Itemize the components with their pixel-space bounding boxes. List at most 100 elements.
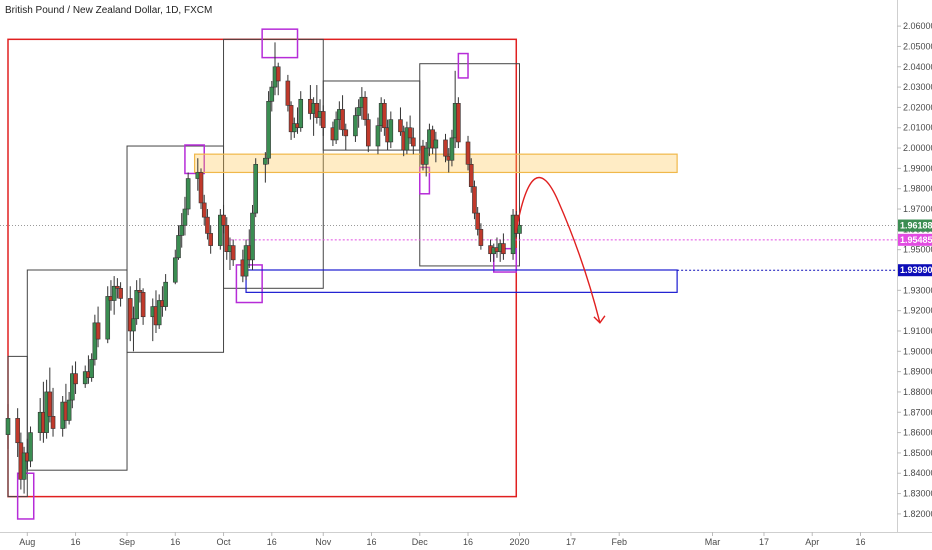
candle-body bbox=[47, 391, 53, 417]
time-tick-label: 17 bbox=[566, 537, 576, 547]
price-tick-label: 2.04000 bbox=[903, 62, 932, 72]
time-tick-label: 16 bbox=[71, 537, 81, 547]
candle-body bbox=[230, 245, 236, 261]
candle-body bbox=[111, 285, 117, 301]
candle-body bbox=[314, 103, 320, 118]
candle-body bbox=[388, 119, 394, 143]
candle-body bbox=[320, 111, 326, 129]
candle-body bbox=[89, 359, 94, 379]
candle-body bbox=[127, 298, 133, 332]
time-tick-label: Sep bbox=[119, 537, 135, 547]
candle-body bbox=[430, 129, 435, 149]
price-tick-label: 1.89000 bbox=[903, 367, 932, 377]
candle-body bbox=[362, 96, 368, 120]
candle-body bbox=[356, 107, 361, 116]
drawing-rectangle[interactable] bbox=[261, 28, 299, 59]
candle-body bbox=[185, 178, 191, 210]
price-badge bbox=[898, 264, 932, 277]
candle-body bbox=[95, 322, 101, 340]
drawing-rectangle[interactable] bbox=[457, 52, 469, 79]
candle-body bbox=[15, 418, 20, 444]
candle-body bbox=[298, 98, 304, 129]
price-tick-label: 1.99000 bbox=[903, 163, 932, 173]
candle-body bbox=[465, 141, 471, 165]
price-tick-label: 1.91000 bbox=[903, 326, 932, 336]
candle-body bbox=[205, 216, 210, 234]
candle-body bbox=[433, 139, 439, 149]
candle-body bbox=[468, 164, 474, 187]
candle-body bbox=[21, 452, 27, 480]
projection-path[interactable] bbox=[515, 177, 601, 324]
time-tick-label: Dec bbox=[412, 537, 429, 547]
candle-body bbox=[275, 66, 281, 82]
candle-body bbox=[201, 202, 207, 218]
time-tick-label: Feb bbox=[611, 537, 627, 547]
price-tick-label: 2.00000 bbox=[903, 143, 932, 153]
price-tick-label: 2.01000 bbox=[903, 123, 932, 133]
candle-body bbox=[285, 80, 291, 106]
price-tick-label: 1.98000 bbox=[903, 184, 932, 194]
candle-body bbox=[105, 296, 111, 340]
price-tick-label: 1.93000 bbox=[903, 285, 932, 295]
drawing-rectangle[interactable] bbox=[26, 269, 128, 471]
time-tick-label: 16 bbox=[170, 537, 180, 547]
candle-body bbox=[398, 119, 403, 133]
candle-body bbox=[5, 418, 11, 435]
candle-body bbox=[182, 208, 188, 226]
candle-body bbox=[73, 373, 78, 385]
drawing-rectangle[interactable] bbox=[419, 63, 520, 267]
candle-body bbox=[218, 214, 223, 246]
time-tick-label: 16 bbox=[463, 537, 473, 547]
candle-body bbox=[28, 432, 33, 462]
time-tick-label: 16 bbox=[855, 537, 865, 547]
time-tick-label: 17 bbox=[759, 537, 769, 547]
price-badge-label: 1.95485 bbox=[900, 235, 932, 245]
price-tick-label: 1.83000 bbox=[903, 489, 932, 499]
price-tick-label: 2.02000 bbox=[903, 102, 932, 112]
candle-body bbox=[501, 243, 506, 255]
candle-body bbox=[423, 147, 429, 165]
candle-body bbox=[353, 115, 358, 137]
candle-body bbox=[179, 224, 185, 236]
candle-body bbox=[478, 229, 484, 246]
candle-body bbox=[411, 137, 416, 147]
candle-body bbox=[250, 212, 255, 261]
candle-body bbox=[407, 127, 413, 139]
projection-curve[interactable] bbox=[515, 177, 606, 324]
candle-body bbox=[50, 416, 56, 429]
candle-body bbox=[472, 186, 477, 214]
candle-body bbox=[269, 86, 275, 102]
candle-body bbox=[382, 103, 387, 129]
drawing-rectangles[interactable] bbox=[7, 28, 520, 520]
time-tick-label: Oct bbox=[217, 537, 232, 547]
price-badges: 1.96188 1.95485 1.93990 bbox=[898, 219, 932, 277]
price-tick-label: 2.03000 bbox=[903, 82, 932, 92]
candle-body bbox=[443, 139, 448, 157]
candle-body bbox=[375, 125, 381, 147]
price-tick-label: 1.85000 bbox=[903, 448, 932, 458]
price-tick-label: 2.06000 bbox=[903, 21, 932, 31]
drawing-rectangle[interactable] bbox=[419, 166, 431, 195]
drawing-rectangle[interactable] bbox=[223, 38, 324, 289]
candle-body bbox=[224, 224, 230, 253]
candle-body bbox=[163, 281, 168, 307]
price-tick-label: 1.84000 bbox=[903, 468, 932, 478]
candle-body bbox=[343, 129, 349, 137]
candle-body bbox=[70, 373, 75, 401]
time-tick-label: Mar bbox=[705, 537, 721, 547]
price-tick-label: 1.90000 bbox=[903, 346, 932, 356]
candle-body bbox=[253, 164, 259, 214]
candle-body bbox=[115, 285, 120, 289]
drawing-rectangle[interactable] bbox=[184, 144, 205, 175]
price-badge bbox=[898, 219, 932, 232]
candle-body bbox=[365, 119, 371, 147]
price-zone[interactable] bbox=[245, 269, 678, 293]
price-lines bbox=[0, 225, 897, 271]
candle-body bbox=[134, 290, 139, 320]
candle-body bbox=[118, 287, 123, 299]
time-tick-label: Nov bbox=[315, 537, 332, 547]
price-tick-label: 1.88000 bbox=[903, 387, 932, 397]
